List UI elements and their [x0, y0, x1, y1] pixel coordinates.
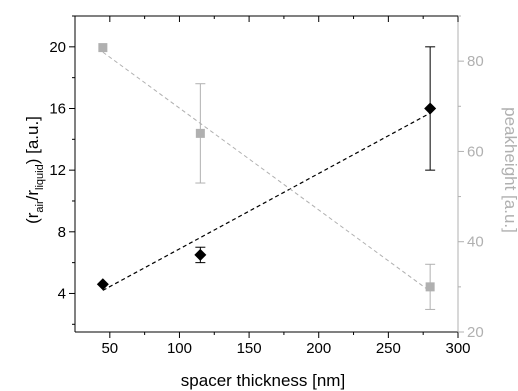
square-point: [195, 128, 205, 138]
x-tick-label: 50: [101, 340, 118, 357]
y-right-tick-label: 60: [467, 143, 484, 160]
y-axis-left-label-sub1: air: [34, 200, 46, 213]
square-point: [98, 43, 108, 53]
y-left-tick-label: 12: [49, 162, 66, 179]
diamond-point: [424, 102, 437, 115]
square-point: [425, 282, 435, 292]
x-tick-label: 250: [376, 340, 401, 357]
y-axis-left-label-mid: /r: [23, 190, 42, 201]
y-right-tick-label: 80: [467, 53, 484, 70]
axis-ticks: 50 100 150 200 250 300 4 8 12 16 20 20 40 60 80: [49, 15, 484, 357]
fit-line-series-1: [102, 112, 431, 291]
y-axis-right-label: peakheight [a.u.]: [501, 107, 518, 233]
y-axis-left-label-suffix: ) [a.u.]: [23, 116, 42, 164]
fit-lines: [102, 51, 431, 292]
y-left-tick-label: 16: [49, 100, 66, 117]
y-right-tick-label: 40: [467, 234, 484, 251]
y-left-tick-label: 4: [58, 285, 66, 302]
y-axis-left-label-sub2: liquid: [34, 164, 46, 190]
plot-frame: [74, 15, 459, 333]
y-axis-left-label: (rair/rliquid) [a.u.]: [23, 116, 46, 224]
x-tick-label: 200: [306, 340, 331, 357]
y-right-tick-label: 20: [467, 324, 484, 341]
fit-line-series-2: [102, 51, 431, 292]
y-left-tick-label: 8: [58, 224, 66, 241]
y-axis-left-label-prefix: (r: [23, 212, 42, 224]
diamond-point: [96, 278, 109, 291]
x-tick-label: 150: [237, 340, 262, 357]
diamond-point: [194, 248, 207, 261]
y-left-tick-label: 20: [49, 39, 66, 56]
x-tick-label: 300: [445, 340, 470, 357]
x-tick-label: 100: [167, 340, 192, 357]
x-axis-label: spacer thickness [nm]: [181, 371, 345, 390]
axis-labels: spacer thickness [nm] (rair/rliquid) [a.…: [23, 107, 518, 390]
data-marks: [96, 43, 437, 310]
